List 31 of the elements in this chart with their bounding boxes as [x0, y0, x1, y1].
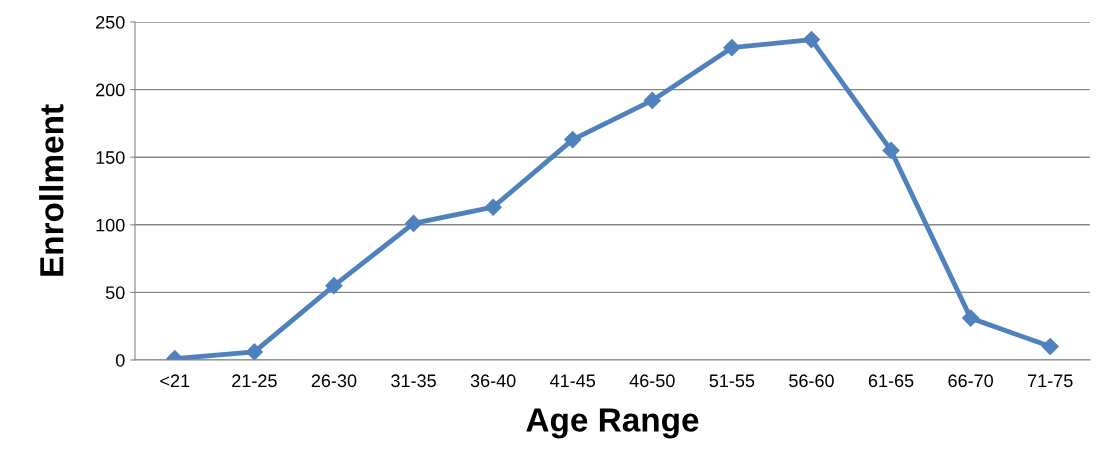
x-tick-label: 46-50 — [629, 374, 675, 388]
x-tick-label: 41-45 — [550, 374, 596, 388]
x-tick-label: 26-30 — [311, 374, 357, 388]
x-tick-label: 56-60 — [789, 374, 834, 388]
point — [404, 214, 423, 233]
x-tick-label: 71-75 — [1028, 374, 1073, 388]
y-axis-title: Enrollment — [39, 104, 64, 276]
y-tick-label: 150 — [96, 151, 125, 164]
y-tick-label: 100 — [96, 218, 125, 232]
x-tick-label: 51-55 — [709, 374, 755, 388]
x-tick-label: 21-25 — [232, 374, 277, 388]
point — [723, 39, 741, 57]
x-tick-label: 61-65 — [868, 374, 914, 388]
point — [882, 141, 900, 159]
x-tick-label: <21 — [160, 374, 190, 387]
point — [484, 198, 502, 216]
y-tick-label: 50 — [105, 286, 125, 300]
y-tick-label: 200 — [96, 83, 125, 97]
point — [1041, 337, 1059, 356]
point — [245, 343, 263, 360]
y-tick-label: 250 — [96, 15, 125, 29]
x-tick-label: 31-35 — [391, 374, 436, 388]
point — [325, 277, 343, 295]
x-tick-label: 66-70 — [948, 374, 994, 388]
point — [643, 91, 661, 109]
point — [802, 31, 821, 49]
y-tick-label: 0 — [115, 353, 125, 367]
point — [962, 309, 980, 327]
point — [564, 131, 582, 149]
x-axis-title: Age Range — [526, 408, 699, 439]
x-tick-label: 36-40 — [470, 374, 516, 388]
